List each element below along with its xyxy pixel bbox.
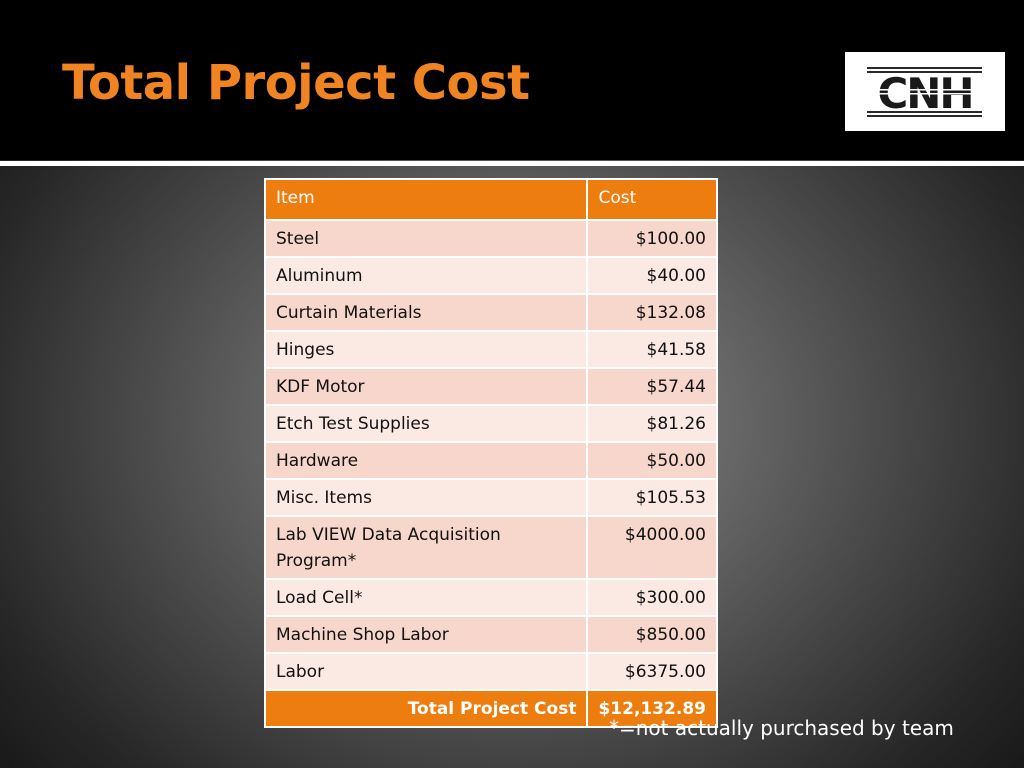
cost-cell: $132.08 <box>586 293 718 332</box>
table-row: Hinges $41.58 <box>263 330 718 369</box>
slide-title: Total Project Cost <box>62 55 530 111</box>
item-cell: KDF Motor <box>263 367 589 406</box>
table-row: KDF Motor $57.44 <box>263 367 718 406</box>
cost-cell: $50.00 <box>586 441 718 480</box>
item-cell: Etch Test Supplies <box>263 404 589 443</box>
item-cell: Lab VIEW Data Acquisition Program* <box>263 515 589 580</box>
cost-table: Item Cost Steel $100.00 Aluminum $40.00 … <box>263 178 718 728</box>
table-row: Hardware $50.00 <box>263 441 718 480</box>
table-row: Curtain Materials $132.08 <box>263 293 718 332</box>
total-value: $12,132.89 <box>586 689 718 728</box>
item-cell: Curtain Materials <box>263 293 589 332</box>
item-cell: Misc. Items <box>263 478 589 517</box>
cost-cell: $4000.00 <box>586 515 718 580</box>
cost-cell: $81.26 <box>586 404 718 443</box>
total-row: Total Project Cost $12,132.89 <box>263 689 718 728</box>
table-row: Lab VIEW Data Acquisition Program* $4000… <box>263 515 718 580</box>
header-item: Item <box>263 178 589 221</box>
total-label: Total Project Cost <box>263 689 589 728</box>
item-cell: Machine Shop Labor <box>263 615 589 654</box>
footnote: *=not actually purchased by team <box>609 716 954 740</box>
table-row: Labor $6375.00 <box>263 652 718 691</box>
table-row: Load Cell* $300.00 <box>263 578 718 617</box>
item-cell: Hinges <box>263 330 589 369</box>
cost-cell: $57.44 <box>586 367 718 406</box>
table-header-row: Item Cost <box>263 178 718 221</box>
cost-cell: $105.53 <box>586 478 718 517</box>
table-row: Aluminum $40.00 <box>263 256 718 295</box>
cost-cell: $300.00 <box>586 578 718 617</box>
table-row: Machine Shop Labor $850.00 <box>263 615 718 654</box>
table-row: Steel $100.00 <box>263 219 718 258</box>
item-cell: Hardware <box>263 441 589 480</box>
cost-cell: $850.00 <box>586 615 718 654</box>
table-row: Misc. Items $105.53 <box>263 478 718 517</box>
cnh-logo-graphic: CNH <box>867 67 982 118</box>
header-cost: Cost <box>586 178 718 221</box>
table-row: Etch Test Supplies $81.26 <box>263 404 718 443</box>
cost-cell: $40.00 <box>586 256 718 295</box>
cost-cell: $100.00 <box>586 219 718 258</box>
item-cell: Labor <box>263 652 589 691</box>
cost-cell: $41.58 <box>586 330 718 369</box>
cost-cell: $6375.00 <box>586 652 718 691</box>
item-cell: Steel <box>263 219 589 258</box>
header-divider <box>0 161 1024 166</box>
item-cell: Load Cell* <box>263 578 589 617</box>
cnh-logo: CNH <box>845 52 1005 131</box>
item-cell: Aluminum <box>263 256 589 295</box>
